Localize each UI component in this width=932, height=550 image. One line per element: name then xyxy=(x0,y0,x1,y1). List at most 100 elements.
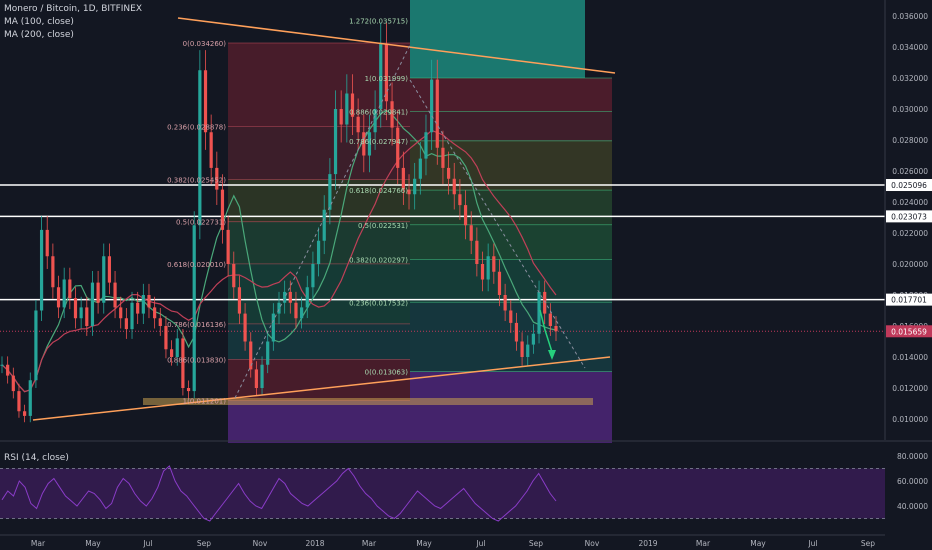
candle-body xyxy=(6,364,10,376)
ma200-legend[interactable]: MA (200, close) xyxy=(4,30,74,40)
candle-body xyxy=(305,287,309,308)
candle-body xyxy=(23,411,27,416)
candle-body xyxy=(102,256,106,303)
ma100-line xyxy=(1,109,557,393)
candle-body xyxy=(96,282,100,303)
candle-body xyxy=(277,302,281,314)
time-tick: Mar xyxy=(31,539,46,548)
upper-trendline[interactable] xyxy=(177,17,616,74)
candle-body xyxy=(548,313,552,326)
candle-body xyxy=(243,313,247,342)
price-flag-bg xyxy=(886,210,932,223)
candle-body xyxy=(220,189,225,230)
candles xyxy=(0,22,558,423)
price-flag-text: 0.023073 xyxy=(891,212,927,221)
candle-body xyxy=(486,256,490,280)
candle-body xyxy=(497,271,502,295)
ma100-legend[interactable]: MA (100, close) xyxy=(4,17,74,27)
candle-body xyxy=(316,240,321,264)
candle-body xyxy=(492,256,496,272)
price-tick: 0.034000 xyxy=(892,43,928,52)
candle-body xyxy=(39,229,44,311)
candle-body xyxy=(300,307,304,319)
candle-body xyxy=(237,287,242,314)
fib-zone xyxy=(410,78,612,112)
trendlines[interactable] xyxy=(32,17,616,421)
current-price-text: 0.015659 xyxy=(891,327,927,336)
fib-zone xyxy=(228,359,410,401)
candle-body xyxy=(311,264,315,288)
rsi-band xyxy=(0,468,885,519)
candle-body xyxy=(520,341,524,357)
rsi-pane[interactable]: 80.0000 60.0000 40.0000 xyxy=(0,452,928,522)
fib-right-label: 0(0.013063) xyxy=(365,369,409,377)
lower-trendline[interactable] xyxy=(32,356,611,421)
candle-body xyxy=(435,79,439,148)
time-tick: Nov xyxy=(585,539,600,548)
candle-body xyxy=(113,282,117,308)
fib-zone xyxy=(228,323,410,360)
candle-body xyxy=(463,205,468,226)
candle-body xyxy=(339,109,343,125)
time-tick: Mar xyxy=(362,539,377,548)
candle-body xyxy=(215,167,219,190)
candle-body xyxy=(345,93,349,125)
candle-body xyxy=(390,101,394,128)
fib-right-label: 1(0.031999) xyxy=(365,75,409,83)
candle-body xyxy=(322,209,326,241)
current-price-bg xyxy=(886,325,932,338)
time-tick: Nov xyxy=(253,539,268,548)
candle-body xyxy=(130,302,134,330)
candle-body xyxy=(147,295,151,308)
candle-body xyxy=(384,43,389,102)
candle-body xyxy=(28,380,32,416)
price-tick: 0.030000 xyxy=(892,105,928,114)
candle-body xyxy=(107,256,112,283)
candle-body xyxy=(452,178,456,195)
candle-body xyxy=(249,341,253,370)
candle-body xyxy=(554,326,558,332)
candle-body xyxy=(373,109,377,133)
candle-body xyxy=(186,388,191,392)
fib-right-label: 1.272(0.035715) xyxy=(349,17,408,25)
rsi-legend[interactable]: RSI (14, close) xyxy=(4,453,69,463)
time-tick: Sep xyxy=(197,539,211,548)
fib-zone-bottom xyxy=(228,400,410,443)
fib-zone-bottom xyxy=(410,371,612,443)
candle-body xyxy=(203,70,208,133)
fib-right-label: 0.236(0.017532) xyxy=(349,299,408,307)
projection-arrow[interactable] xyxy=(539,309,553,353)
candle-body xyxy=(367,132,372,156)
fib-labels: 0(0.034260) 0.236(0.028878) 0.382(0.025452… xyxy=(167,17,408,405)
fib-left-label: 0.5(0.022731) xyxy=(176,219,226,227)
candle-body xyxy=(424,132,428,159)
candle-body xyxy=(441,147,445,168)
support-zone[interactable] xyxy=(143,398,593,405)
price-flag-text: 0.025096 xyxy=(891,181,927,190)
time-tick: Jul xyxy=(142,539,152,548)
candle-body xyxy=(90,282,95,326)
candle-body xyxy=(164,326,168,350)
candle-body xyxy=(169,349,174,357)
candle-body xyxy=(254,369,258,388)
rsi-line xyxy=(1,465,557,522)
candle-body xyxy=(328,174,332,210)
price-flag-bg xyxy=(886,293,932,306)
candle-body xyxy=(531,333,535,345)
candle-body xyxy=(350,93,355,117)
price-tick: 0.026000 xyxy=(892,167,928,176)
candle-body xyxy=(226,229,230,264)
candle-body xyxy=(73,298,78,319)
candle-body xyxy=(480,264,485,280)
fib-extension-right[interactable] xyxy=(410,0,612,443)
candle-body xyxy=(192,225,196,392)
candle-body xyxy=(469,225,473,241)
candle-body xyxy=(401,167,405,190)
candle-body xyxy=(379,43,383,109)
candle-body xyxy=(333,109,338,175)
symbol-legend[interactable]: Monero / Bitcoin, 1D, BITFINEX xyxy=(4,4,142,14)
time-axis[interactable]: Mar May Jul Sep Nov 2018 Mar May Jul Sep Nov 2019 Ma… xyxy=(31,539,875,548)
fib-zone xyxy=(410,190,612,225)
price-tick: 0.024000 xyxy=(892,198,928,207)
